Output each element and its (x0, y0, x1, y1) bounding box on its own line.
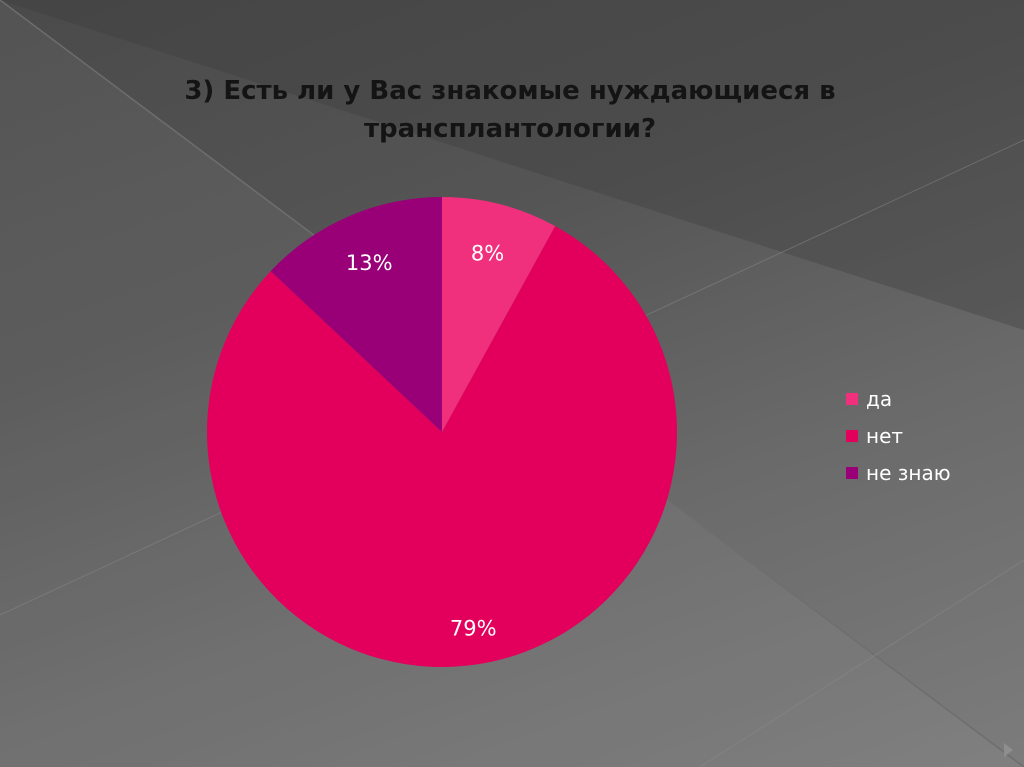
legend-item-ne-znayu: не знаю (846, 454, 951, 491)
data-label-da: 8% (471, 242, 504, 266)
chart-title-line-2: трансплантологии? (363, 114, 657, 144)
legend-swatch-net (846, 429, 858, 442)
pie-slice-ne-znayu (270, 197, 442, 432)
legend-swatch-da (846, 392, 858, 405)
pie-slice-da (442, 197, 556, 432)
legend-label-da: да (866, 386, 893, 411)
legend-swatch-ne-znayu (846, 466, 858, 479)
legend-item-da: да (846, 380, 951, 417)
data-label-net: 79% (450, 616, 497, 640)
legend-label-ne-znayu: не знаю (866, 460, 951, 485)
data-label-ne-znayu: 13% (346, 251, 393, 275)
pie-slice-net (206, 226, 677, 668)
chart-title-line-1: 3) Есть ли у Вас знакомые нуждающиеся в (184, 76, 836, 106)
chart-legend: да нет не знаю (846, 380, 951, 491)
triangle-right-icon[interactable] (1004, 743, 1013, 757)
legend-item-net: нет (846, 417, 951, 454)
chart-title: 3) Есть ли у Вас знакомые нуждающиеся в … (130, 72, 890, 148)
legend-label-net: нет (866, 423, 904, 448)
